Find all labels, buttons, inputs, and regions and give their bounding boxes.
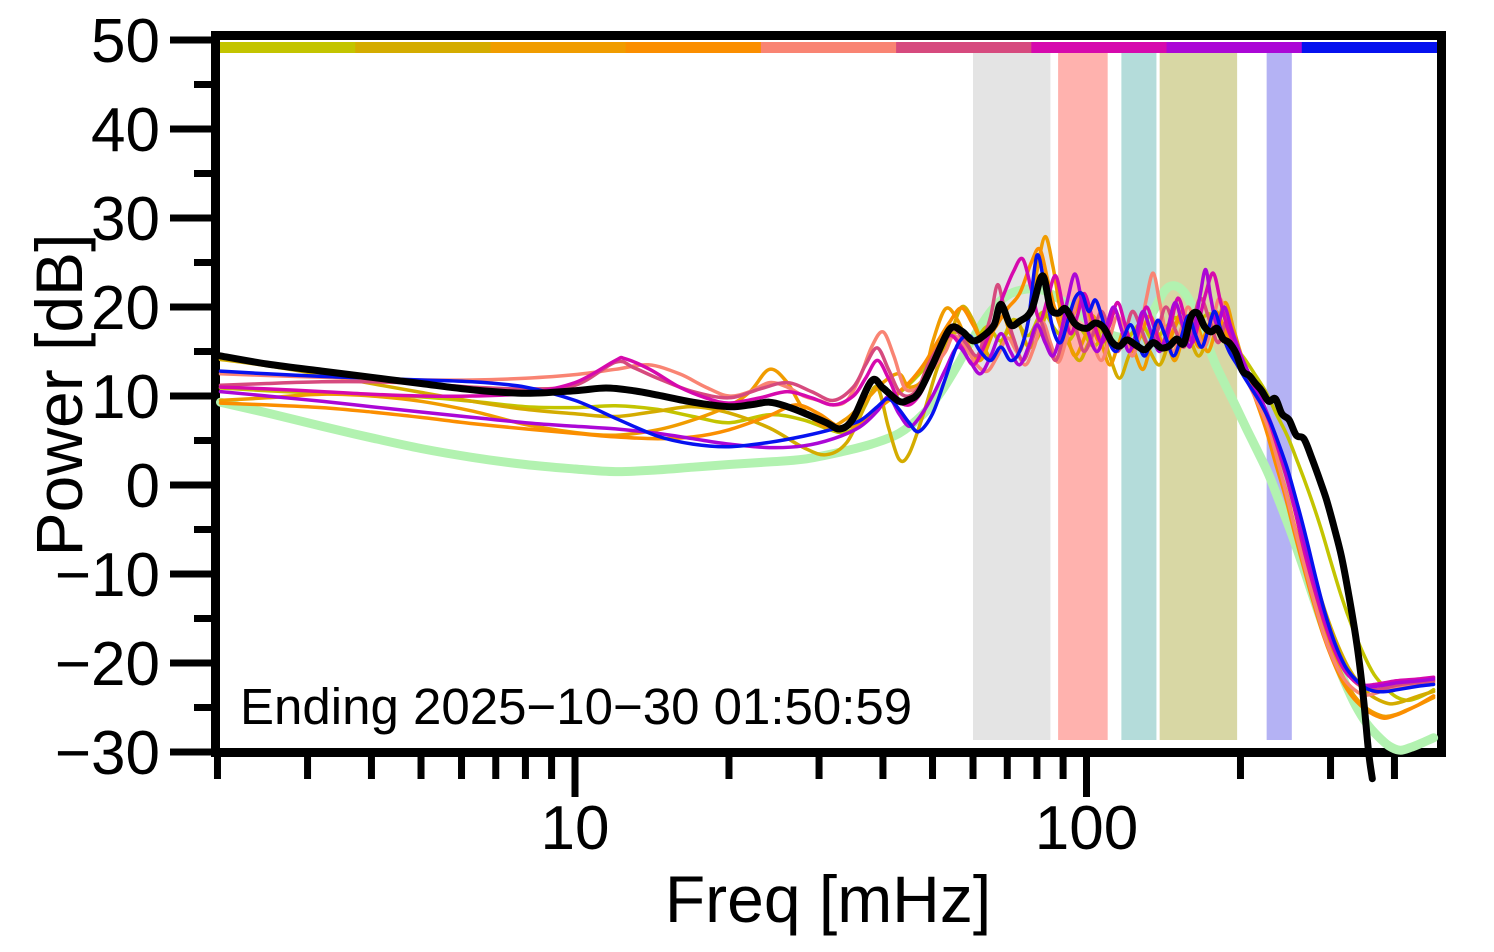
spectra-curves-layer: [216, 234, 1439, 783]
colorbar-segment-9: [1301, 42, 1438, 53]
time-colorbar: [220, 42, 1438, 53]
y-tick-label-50: 50: [91, 7, 160, 76]
spectrum-curve-dark-orange: [218, 246, 1436, 720]
shaded-band-60-85mHz: [973, 53, 1051, 740]
spectrum-curve-blue: [218, 253, 1436, 694]
colorbar-segment-1: [220, 42, 356, 53]
spectrum-curve-rose: [218, 283, 1436, 692]
y-tick-label-40: 40: [91, 96, 160, 165]
y-tick-label--30: −30: [55, 719, 160, 788]
y-tick-label-20: 20: [91, 274, 160, 343]
spectrum-curve-orange: [218, 234, 1436, 719]
x-tick-label-100: 100: [1035, 794, 1138, 863]
shaded-band-139-197mHz: [1159, 53, 1238, 740]
spectrum-curve-purple: [218, 267, 1436, 689]
x-tick-label-10: 10: [541, 794, 610, 863]
y-axis-title: Power [dB]: [22, 234, 96, 557]
y-tick-label--10: −10: [55, 541, 160, 610]
ending-time-annotation: Ending 2025−10−30 01:50:59: [240, 678, 912, 735]
x-axis-title: Freq [mHz]: [665, 862, 991, 936]
colorbar-segment-5: [760, 42, 897, 53]
y-tick-label-10: 10: [91, 363, 160, 432]
colorbar-segment-8: [1166, 42, 1303, 53]
spectrum-curve-salmon: [218, 271, 1436, 697]
y-tick-label-30: 30: [91, 185, 160, 254]
y-tick-label-0: 0: [126, 452, 160, 521]
colorbar-segment-3: [490, 42, 627, 53]
spectrum-curve-gold: [218, 300, 1436, 706]
spectrum-curve-mean-black: [217, 272, 1376, 783]
colorbar-segment-2: [355, 42, 492, 53]
spectrum-curve-magenta: [218, 256, 1436, 688]
shaded-band-88-110mHz: [1058, 53, 1108, 740]
y-tick-label--20: −20: [55, 630, 160, 699]
colorbar-segment-4: [625, 42, 762, 53]
shaded-bands-layer: [973, 53, 1292, 740]
spectrum-curve-olive: [218, 310, 1436, 703]
colorbar-segment-7: [1031, 42, 1168, 53]
shaded-band-117-137mHz: [1121, 53, 1157, 740]
colorbar-segment-6: [896, 42, 1032, 53]
